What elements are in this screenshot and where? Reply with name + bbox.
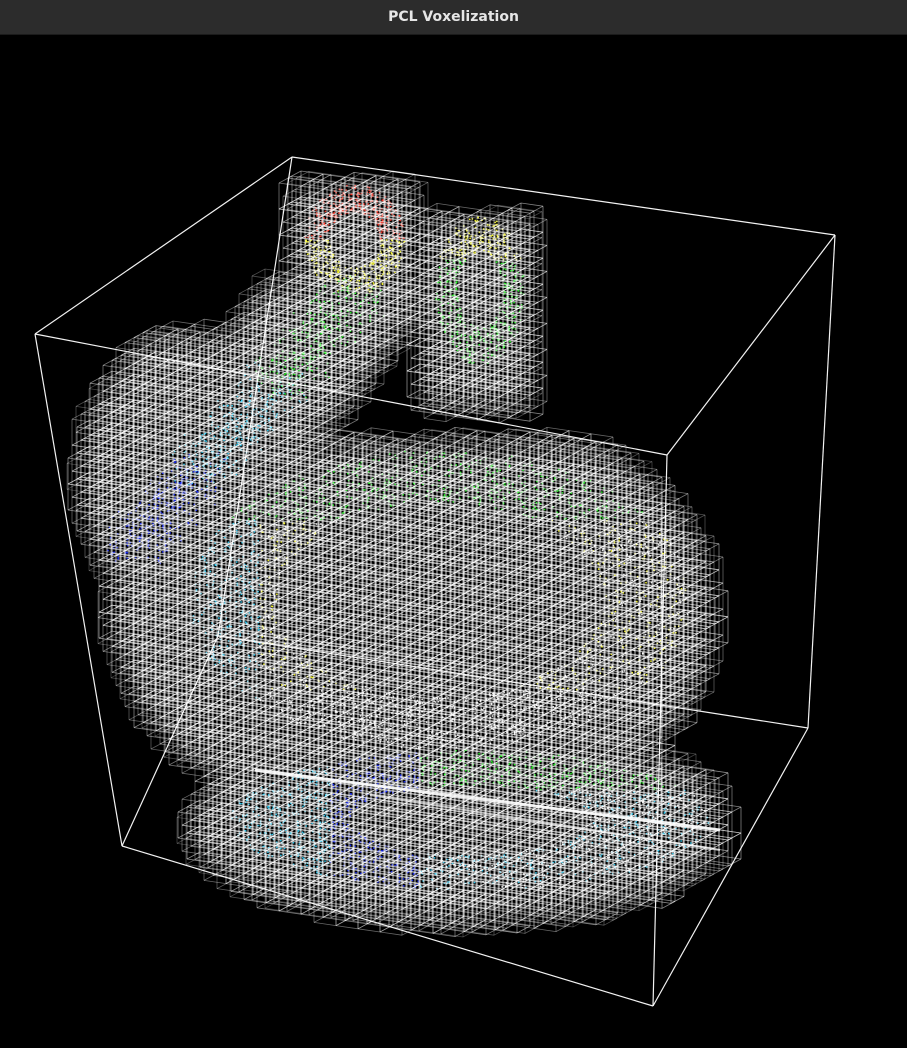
voxel-grid <box>66 170 742 938</box>
bounding-box <box>34 156 836 1007</box>
voxel-scene[interactable] <box>0 35 907 1048</box>
pcl-3d-viewport[interactable] <box>0 35 907 1048</box>
window-title: PCL Voxelization <box>388 9 519 25</box>
window-titlebar[interactable]: PCL Voxelization <box>0 0 907 35</box>
